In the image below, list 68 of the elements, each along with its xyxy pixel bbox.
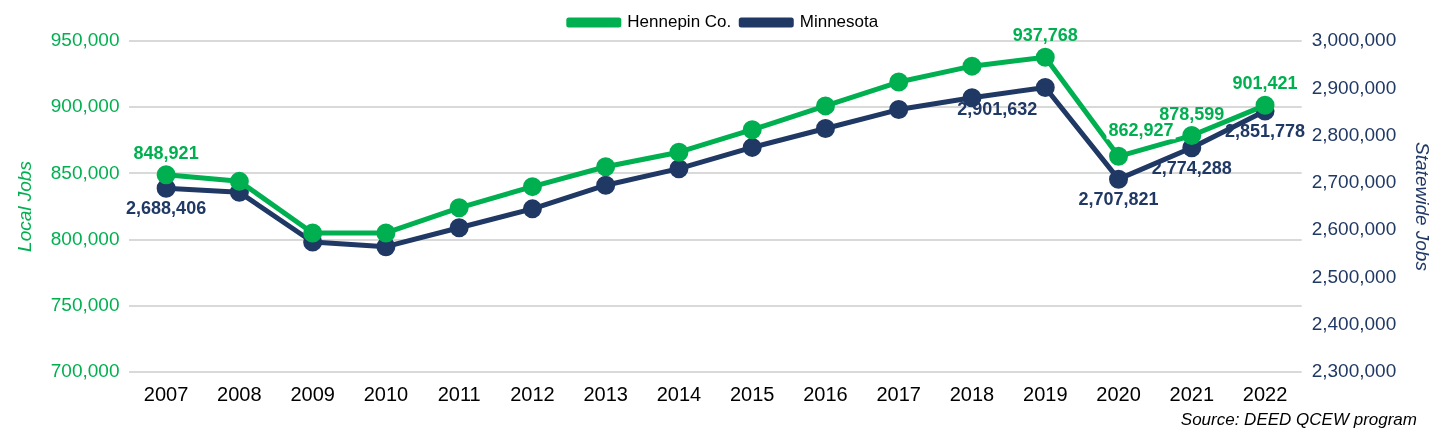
data-label: 848,921: [133, 142, 199, 163]
point: [669, 159, 689, 179]
point: [522, 199, 542, 219]
x-tick-label: 2018: [949, 382, 995, 405]
y2-tick-label: 2,900,000: [1311, 76, 1397, 98]
point: [303, 223, 323, 243]
y-tick-label: 800,000: [50, 227, 120, 249]
point: [229, 171, 249, 191]
point: [1182, 126, 1202, 146]
x-tick-label: 2016: [803, 382, 848, 405]
point: [962, 56, 982, 76]
y-tick-label: 950,000: [50, 29, 120, 51]
point: [449, 218, 469, 238]
y2-tick-label: 2,600,000: [1311, 218, 1397, 240]
point: [522, 177, 542, 197]
x-tick-label: 2014: [656, 382, 702, 405]
legend-label: Hennepin Co.: [627, 12, 732, 32]
x-tick-label: 2013: [583, 382, 628, 405]
x-tick-label: 2010: [363, 382, 409, 405]
x-tick-label: 2015: [729, 382, 775, 405]
y-axis-title: Local Jobs: [13, 160, 35, 252]
point: [1255, 95, 1275, 115]
data-label: 901,421: [1232, 73, 1298, 94]
data-label: 937,768: [1012, 25, 1078, 46]
point: [815, 96, 835, 116]
point: [156, 165, 176, 185]
x-tick-label: 2019: [1023, 382, 1068, 405]
point: [449, 198, 469, 218]
x-tick-label: 2021: [1169, 382, 1215, 405]
x-tick-label: 2020: [1096, 382, 1141, 405]
y-tick-label: 850,000: [50, 161, 120, 183]
x-tick-label: 2012: [510, 382, 555, 405]
point: [889, 100, 909, 120]
y2-tick-label: 2,400,000: [1311, 312, 1397, 334]
y2-tick-label: 2,700,000: [1311, 171, 1397, 193]
data-label: 2,774,288: [1151, 157, 1232, 178]
x-tick-label: 2011: [437, 382, 481, 405]
y-tick-label: 700,000: [50, 360, 120, 382]
data-label: 2,901,632: [957, 99, 1038, 120]
x-tick-label: 2022: [1242, 382, 1288, 405]
y2-axis-title: Statewide Jobs: [1412, 142, 1434, 272]
point: [596, 175, 616, 195]
source-note: Source: DEED QCEW program: [1180, 410, 1417, 430]
point: [742, 120, 762, 140]
point: [669, 142, 689, 162]
point: [889, 72, 909, 92]
y-tick-label: 750,000: [50, 294, 120, 316]
point: [1035, 78, 1055, 98]
x-tick-label: 2008: [217, 382, 262, 405]
point: [1109, 146, 1129, 166]
x-tick-label: 2007: [143, 382, 189, 405]
point: [1035, 47, 1055, 67]
y2-tick-label: 2,500,000: [1311, 265, 1397, 287]
y2-tick-label: 2,800,000: [1311, 123, 1397, 145]
point: [1109, 169, 1129, 189]
point: [376, 223, 396, 243]
point: [815, 118, 835, 138]
y2-tick-label: 2,300,000: [1311, 360, 1397, 382]
data-label: 862,927: [1108, 120, 1174, 141]
x-tick-label: 2009: [290, 382, 335, 405]
x-tick-label: 2017: [876, 382, 921, 405]
point: [742, 137, 762, 157]
data-label: 2,707,821: [1078, 189, 1159, 210]
point: [596, 157, 616, 177]
y-tick-label: 900,000: [50, 95, 120, 117]
data-label: 2,688,406: [126, 198, 207, 219]
y2-tick-label: 3,000,000: [1311, 29, 1397, 51]
legend-label: Minnesota: [799, 12, 879, 32]
